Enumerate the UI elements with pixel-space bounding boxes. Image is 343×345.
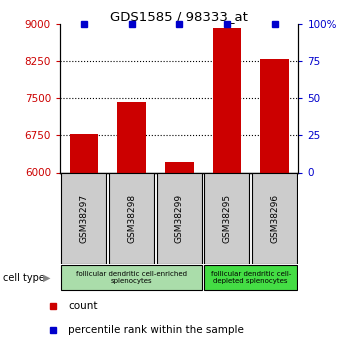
Text: GSM38298: GSM38298 bbox=[127, 194, 136, 243]
Bar bbox=[204, 172, 249, 264]
Bar bbox=[109, 172, 154, 264]
Bar bbox=[204, 265, 297, 290]
Text: GSM38297: GSM38297 bbox=[79, 194, 88, 243]
Text: cell type: cell type bbox=[3, 273, 45, 283]
Bar bbox=[157, 172, 202, 264]
Text: follicular dendritic cell-enriched
splenocytes: follicular dendritic cell-enriched splen… bbox=[76, 271, 187, 284]
Bar bbox=[61, 265, 202, 290]
Text: count: count bbox=[68, 302, 98, 312]
Bar bbox=[117, 102, 146, 172]
Text: GSM38299: GSM38299 bbox=[175, 194, 184, 243]
Bar bbox=[260, 59, 289, 172]
Text: ▶: ▶ bbox=[43, 273, 50, 283]
Bar bbox=[213, 28, 241, 172]
Text: percentile rank within the sample: percentile rank within the sample bbox=[68, 325, 244, 335]
Text: follicular dendritic cell-
depleted splenocytes: follicular dendritic cell- depleted sple… bbox=[211, 271, 291, 284]
Bar bbox=[165, 161, 193, 172]
Bar bbox=[252, 172, 297, 264]
Title: GDS1585 / 98333_at: GDS1585 / 98333_at bbox=[110, 10, 248, 23]
Text: GSM38295: GSM38295 bbox=[222, 194, 232, 243]
Bar bbox=[70, 134, 98, 172]
Text: GSM38296: GSM38296 bbox=[270, 194, 279, 243]
Bar bbox=[61, 172, 106, 264]
